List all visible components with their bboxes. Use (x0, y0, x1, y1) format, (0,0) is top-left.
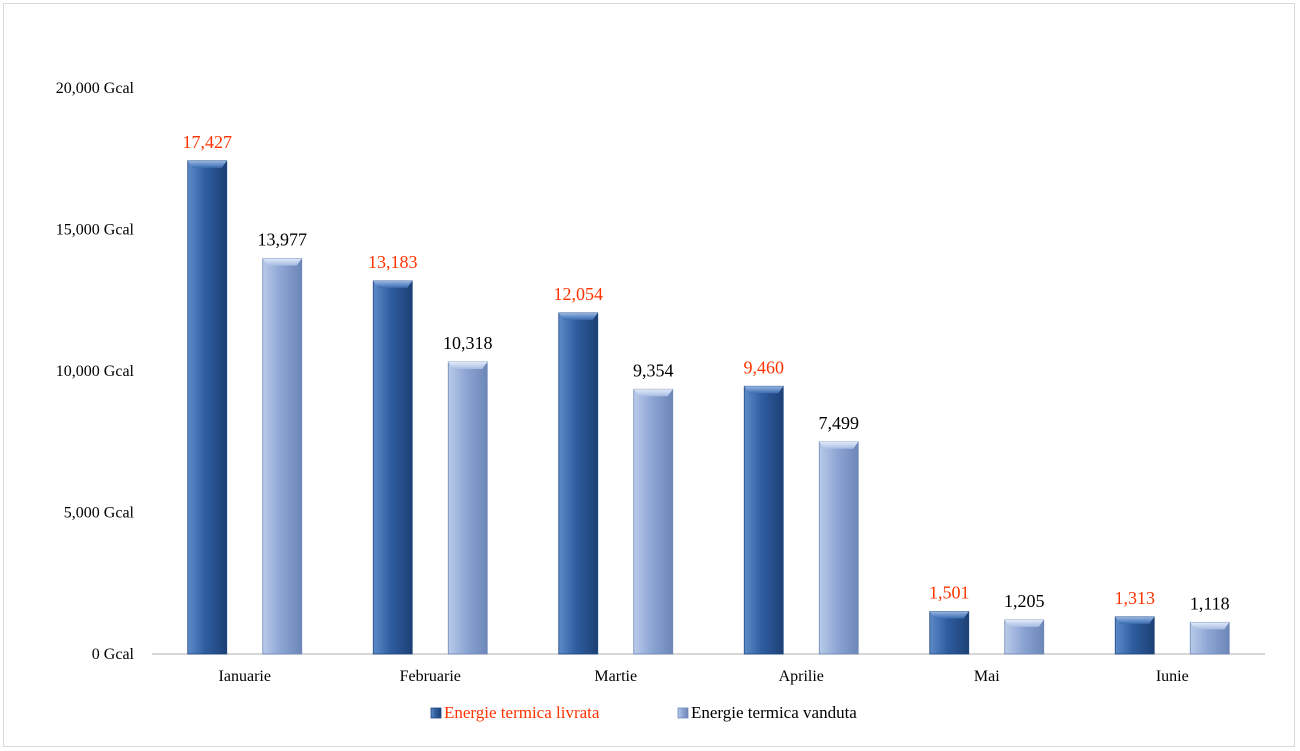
bar-vanduta-martie (633, 388, 674, 655)
legend-swatch (430, 707, 442, 719)
bar-livrata-februarie (372, 280, 413, 655)
legend-swatch (677, 707, 689, 719)
x-tick-label: Mai (974, 668, 1000, 685)
bar-vanduta-februarie (447, 361, 488, 655)
data-labels: 17,427 13,977 13,183 10,318 12,054 9,354 9,460… (183, 132, 1230, 614)
data-label: 1,205 (1004, 591, 1045, 611)
bars (187, 160, 1230, 655)
y-tick-label: 5,000 Gcal (64, 505, 135, 522)
bar-cap (1004, 619, 1044, 627)
bar-vanduta-aprilie (818, 441, 859, 655)
x-axis: Ianuarie Februarie Martie Aprilie Mai Iunie (152, 653, 1265, 685)
bar-cap (1190, 622, 1230, 630)
bar-cap (448, 362, 488, 370)
data-label: 1,313 (1115, 588, 1156, 608)
legend-label: Energie termica vanduta (691, 703, 857, 722)
bar-cap (187, 160, 227, 168)
bar-vanduta-ianuarie (262, 258, 303, 655)
legend-label: Energie termica livrata (444, 703, 600, 722)
data-label: 10,318 (443, 333, 493, 353)
data-label: 1,501 (929, 583, 970, 603)
bar-cap (744, 386, 784, 394)
bar-livrata-martie (558, 312, 599, 655)
bar-livrata-mai (929, 611, 970, 655)
data-label: 13,183 (368, 252, 418, 272)
data-label: 7,499 (819, 413, 860, 433)
x-tick-label: Februarie (400, 668, 461, 685)
data-label: 1,118 (1190, 593, 1230, 613)
bar-cap (633, 389, 673, 397)
legend: Energie termica livrata Energie termica v… (430, 703, 857, 722)
y-tick-label: 15,000 Gcal (56, 222, 135, 239)
bar-cap (558, 312, 598, 320)
x-tick-label: Aprilie (779, 668, 824, 685)
y-tick-label: 10,000 Gcal (56, 363, 135, 380)
data-label: 9,460 (744, 357, 785, 377)
bar-cap (929, 611, 969, 619)
bar-cap (1115, 616, 1155, 624)
data-label: 12,054 (554, 284, 604, 304)
x-tick-label: Iunie (1156, 668, 1189, 685)
bar-livrata-aprilie (743, 385, 784, 655)
y-axis: 0 Gcal 5,000 Gcal 10,000 Gcal 15,000 Gcal 20… (56, 80, 135, 663)
bar-cap (262, 258, 302, 266)
bar-cap (373, 280, 413, 288)
y-tick-label: 0 Gcal (92, 646, 135, 663)
data-label: 13,977 (258, 229, 308, 249)
bar-cap (819, 441, 859, 449)
y-tick-label: 20,000 Gcal (56, 80, 135, 97)
data-label: 9,354 (633, 360, 674, 380)
x-tick-label: Ianuarie (219, 668, 271, 685)
bar-livrata-ianuarie (187, 160, 228, 655)
data-label: 17,427 (183, 132, 233, 152)
x-tick-label: Martie (594, 668, 637, 685)
